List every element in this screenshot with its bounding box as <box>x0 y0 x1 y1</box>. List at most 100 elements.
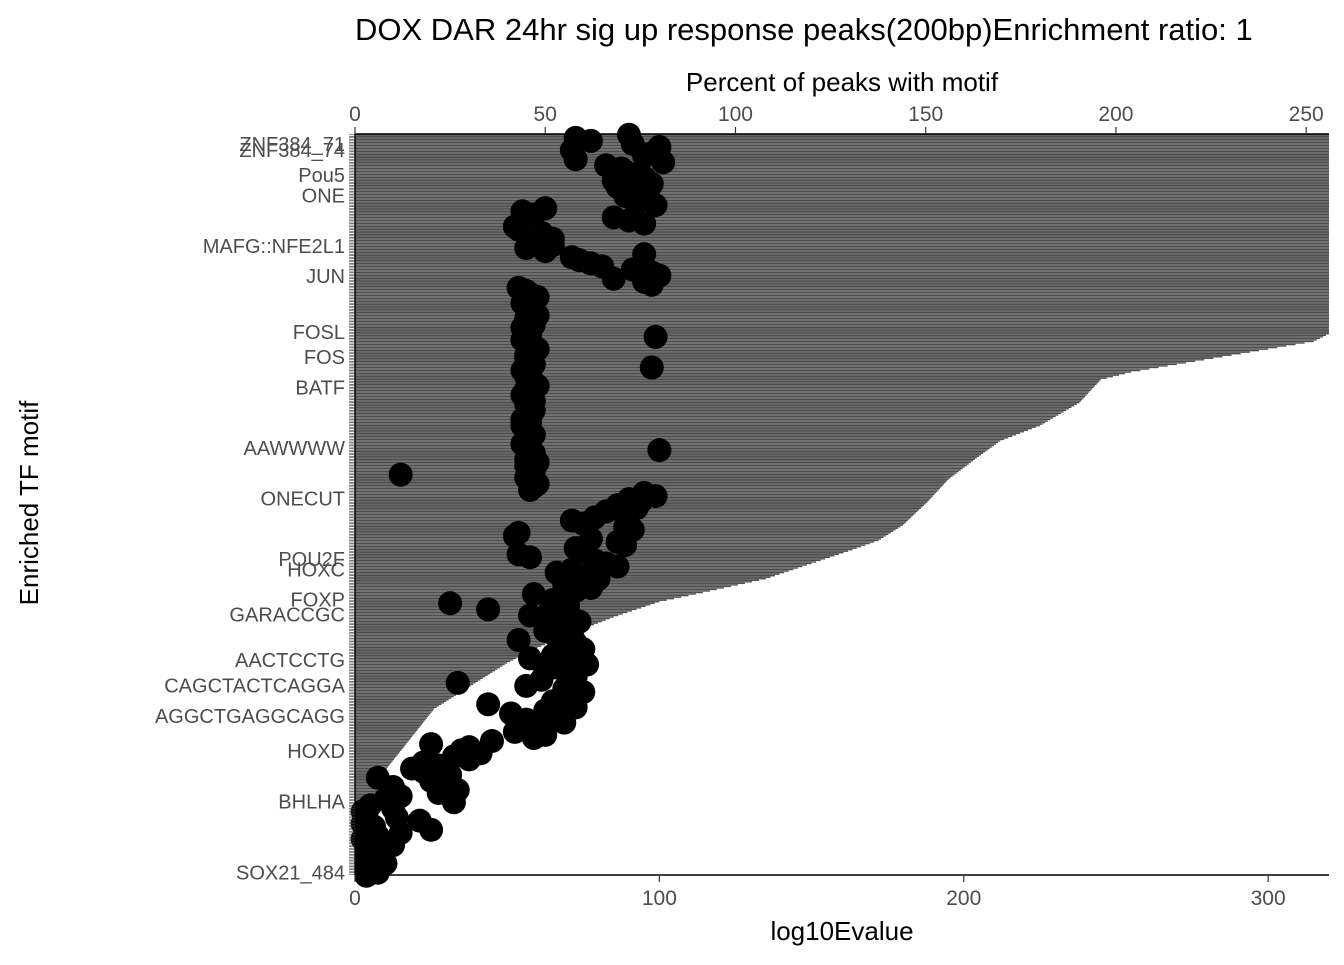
bar-29 <box>355 178 1329 180</box>
bar-151 <box>355 365 1168 367</box>
bar-60 <box>355 225 1329 228</box>
bar-40 <box>355 195 1329 197</box>
bar-160 <box>355 379 1101 381</box>
bar-321 <box>355 625 590 627</box>
axes-layer: 0 100 200 300 0 50 100 150 200 250 <box>349 103 1329 910</box>
bar-404 <box>355 752 399 754</box>
bar-17 <box>355 160 1329 162</box>
bar-293 <box>355 582 745 585</box>
point-199 <box>419 732 444 757</box>
bar-127 <box>355 328 1329 330</box>
bar-411 <box>355 763 391 765</box>
bar-111 <box>355 304 1329 306</box>
bar-165 <box>355 386 1094 389</box>
motif-label-6: FOSL <box>293 322 345 344</box>
bar-425 <box>355 784 380 787</box>
bar-19 <box>355 163 1329 165</box>
bar-301 <box>355 594 689 597</box>
motif-label-3: ONE <box>302 185 345 207</box>
bar-158 <box>355 375 1113 378</box>
x-tick-label-3: 300 <box>1251 887 1286 910</box>
bar-306 <box>355 602 655 604</box>
motif-label-17: AGGCTGAGGCAGG <box>155 706 345 728</box>
bar-23 <box>355 169 1329 171</box>
bar-373 <box>355 705 440 707</box>
bar-7 <box>355 144 1329 147</box>
bar-378 <box>355 712 431 715</box>
point-179 <box>445 670 470 695</box>
x-tick-label-0: 0 <box>349 887 361 910</box>
bar-132 <box>355 336 1323 338</box>
point-242 <box>354 863 379 888</box>
point-134 <box>613 533 638 558</box>
bar-167 <box>355 389 1091 392</box>
bar-413 <box>355 766 388 768</box>
bar-294 <box>355 584 738 586</box>
bar-147 <box>355 359 1205 361</box>
bar-141 <box>355 349 1259 352</box>
point-66 <box>643 324 668 349</box>
bar-3 <box>355 138 1329 141</box>
bar-368 <box>355 697 452 699</box>
motif-label-20: SOX21_484 <box>236 862 345 884</box>
bar-153 <box>355 368 1150 370</box>
bar-409 <box>355 760 393 762</box>
bar-115 <box>355 310 1329 312</box>
bar-47 <box>355 206 1329 208</box>
bar-49 <box>355 209 1329 211</box>
bar-386 <box>355 725 421 727</box>
bar-43 <box>355 199 1329 202</box>
bar-180 <box>355 409 1067 412</box>
bar-133 <box>355 337 1320 340</box>
bar-408 <box>355 758 394 761</box>
bar-139 <box>355 346 1278 349</box>
bar-349 <box>355 668 498 670</box>
bar-372 <box>355 703 442 705</box>
bar-171 <box>355 395 1086 398</box>
bar-192 <box>355 428 1032 430</box>
secondary-x-tick-label-2: 100 <box>718 103 753 126</box>
bar-307 <box>355 604 651 606</box>
x-axis-title: log10Evalue <box>770 916 913 946</box>
bar-356 <box>355 679 481 681</box>
bar-374 <box>355 706 437 709</box>
bar-308 <box>355 605 646 607</box>
bar-69 <box>355 239 1329 242</box>
bar-398 <box>355 743 407 745</box>
point-138 <box>518 545 543 570</box>
bar-187 <box>355 420 1048 422</box>
bar-399 <box>355 744 405 747</box>
bar-225 <box>355 478 949 480</box>
motif-label-15: AACTCCTG <box>235 650 345 672</box>
bar-353 <box>355 674 488 676</box>
bar-412 <box>355 764 390 767</box>
point-195 <box>502 719 527 744</box>
bar-214 <box>355 461 971 464</box>
bar-36 <box>355 189 1329 191</box>
bar-173 <box>355 398 1083 401</box>
point-49 <box>639 272 664 297</box>
bar-357 <box>355 680 478 683</box>
secondary-x-tick-label-5: 250 <box>1289 103 1324 126</box>
bar-157 <box>355 374 1119 376</box>
bar-87 <box>355 267 1329 269</box>
bar-124 <box>355 323 1329 326</box>
bar-70 <box>355 241 1329 243</box>
bar-159 <box>355 377 1107 379</box>
bar-149 <box>355 362 1186 364</box>
motif-label-7: FOS <box>304 347 345 369</box>
bar-62 <box>355 228 1329 231</box>
bar-85 <box>355 264 1329 266</box>
bar-396 <box>355 740 409 742</box>
bar-101 <box>355 288 1329 291</box>
bar-194 <box>355 431 1025 433</box>
bar-329 <box>355 637 560 640</box>
bar-109 <box>355 300 1329 303</box>
bar-335 <box>355 646 538 649</box>
bar-77 <box>355 251 1329 254</box>
point-150 <box>521 582 546 607</box>
point-180 <box>514 673 539 698</box>
bar-86 <box>355 265 1329 268</box>
bar-166 <box>355 388 1093 390</box>
